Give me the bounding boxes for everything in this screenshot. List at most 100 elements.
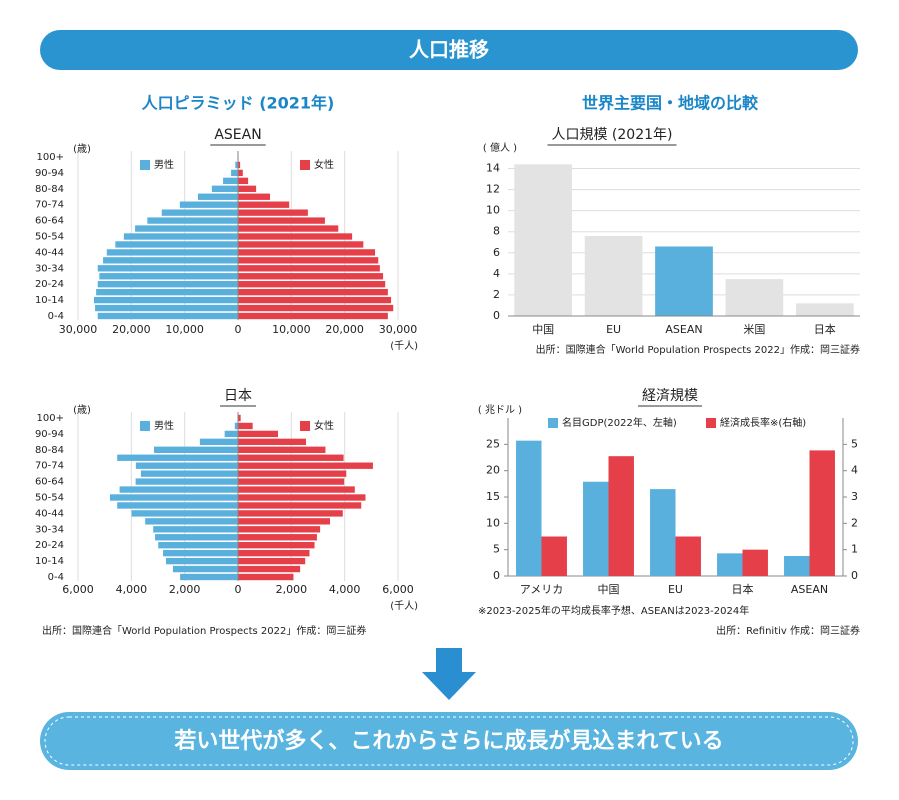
legend-swatch: [140, 421, 150, 431]
y-tick-label: 70-74: [35, 200, 64, 211]
bar: [584, 235, 643, 316]
bar: [238, 161, 241, 169]
y-tick-label: 15: [486, 490, 500, 503]
legend-label: 男性: [154, 158, 174, 171]
chart-title: 人口規模 (2021年): [551, 127, 672, 143]
y-tick-label: 25: [486, 437, 500, 450]
x-tick-label: 10,000: [272, 323, 311, 336]
bar: [95, 304, 238, 312]
y-axis-unit: (歳): [73, 143, 91, 155]
bar: [231, 169, 238, 177]
section-title: 世界主要国・地域の比較: [582, 94, 759, 113]
legend-label: 名目GDP(2022年、左軸): [562, 416, 677, 429]
legend-label: 経済成長率※(右軸): [720, 416, 806, 429]
conclusion-border: [44, 716, 854, 766]
x-tick-label: 20,000: [325, 323, 364, 336]
x-tick-label: 20,000: [112, 323, 151, 336]
section-title: 人口ピラミッド (2021年): [142, 94, 335, 113]
legend-swatch: [300, 421, 310, 431]
x-tick-label: 2,000: [169, 583, 201, 596]
conclusion-text: 若い世代が多く、これからさらに成長が見込まれている: [174, 728, 723, 754]
y-tick-label: 4: [493, 267, 500, 280]
legend-swatch: [706, 418, 716, 428]
y-tick-label: 10-14: [35, 295, 64, 306]
chart-source: 出所：国際連合「World Population Prospects 2022」…: [536, 343, 860, 356]
bar: [147, 217, 238, 224]
bar: [238, 534, 317, 541]
bar: [135, 478, 238, 485]
x-tick-label: 中国: [598, 583, 620, 596]
y-tick-label: 5: [493, 543, 500, 556]
bar: [163, 549, 238, 557]
bar: [238, 518, 330, 525]
bar: [145, 518, 238, 525]
y2-tick-label: 2: [851, 516, 858, 529]
header-bar: [40, 30, 858, 70]
chart-title: 経済規模: [642, 388, 698, 404]
bar: [784, 555, 810, 576]
bar: [795, 303, 854, 316]
bar: [97, 265, 238, 272]
legend-swatch: [548, 418, 558, 428]
bar: [198, 193, 238, 200]
y-tick-label: 10-14: [35, 556, 64, 567]
y-tick-label: 100+: [37, 413, 64, 424]
y-tick-label: 14: [486, 162, 500, 175]
x-tick-label: 10,000: [165, 323, 204, 336]
y2-tick-label: 1: [851, 543, 858, 556]
legend-label: 女性: [314, 419, 334, 432]
bar: [158, 542, 238, 549]
bar: [117, 502, 238, 509]
bar: [180, 573, 238, 581]
bar: [154, 446, 238, 453]
y-tick-label: 20: [486, 464, 500, 477]
bar: [238, 446, 326, 453]
x-tick-label: アメリカ: [520, 583, 563, 596]
x-tick-label: 0: [235, 323, 242, 336]
bar: [106, 249, 238, 256]
bar: [235, 161, 238, 169]
x-tick-label: 日本: [732, 582, 754, 596]
legend-swatch: [300, 160, 310, 170]
bar: [238, 288, 388, 296]
y-tick-label: 60-64: [35, 477, 64, 488]
y-tick-label: 20-24: [35, 540, 64, 551]
bar: [238, 201, 290, 208]
legend-label: 女性: [314, 158, 334, 171]
bar: [153, 526, 238, 533]
bar: [238, 177, 249, 185]
bar: [514, 164, 573, 316]
bar: [119, 486, 238, 493]
y2-tick-label: 5: [851, 437, 858, 450]
bar: [140, 470, 238, 477]
bar: [135, 225, 238, 232]
bar: [238, 304, 394, 312]
y-axis-unit: (歳): [73, 404, 91, 416]
bar: [123, 233, 238, 240]
x-axis-unit: (千人): [390, 600, 418, 612]
bar: [238, 249, 376, 256]
y-axis-unit: ( 億人 ): [483, 141, 517, 154]
bar: [135, 462, 238, 469]
bar: [238, 209, 308, 216]
chart-title: ASEAN: [214, 127, 261, 143]
x-tick-label: 0: [235, 583, 242, 596]
bar: [155, 534, 238, 541]
y-tick-label: 40-44: [35, 247, 64, 258]
bar: [675, 536, 701, 576]
y-tick-label: 40-44: [35, 508, 64, 519]
y-tick-label: 90-94: [35, 168, 64, 179]
y-tick-label: 90-94: [35, 429, 64, 440]
bar: [238, 422, 253, 430]
y-tick-label: 70-74: [35, 461, 64, 472]
bar: [238, 281, 386, 288]
x-tick-label: 30,000: [379, 323, 418, 336]
bar: [161, 209, 238, 216]
bar: [110, 494, 238, 501]
bar: [516, 440, 542, 576]
legend-label: 男性: [154, 419, 174, 432]
bar: [238, 233, 353, 240]
x-tick-label: 2,000: [276, 583, 308, 596]
bar: [238, 557, 306, 565]
